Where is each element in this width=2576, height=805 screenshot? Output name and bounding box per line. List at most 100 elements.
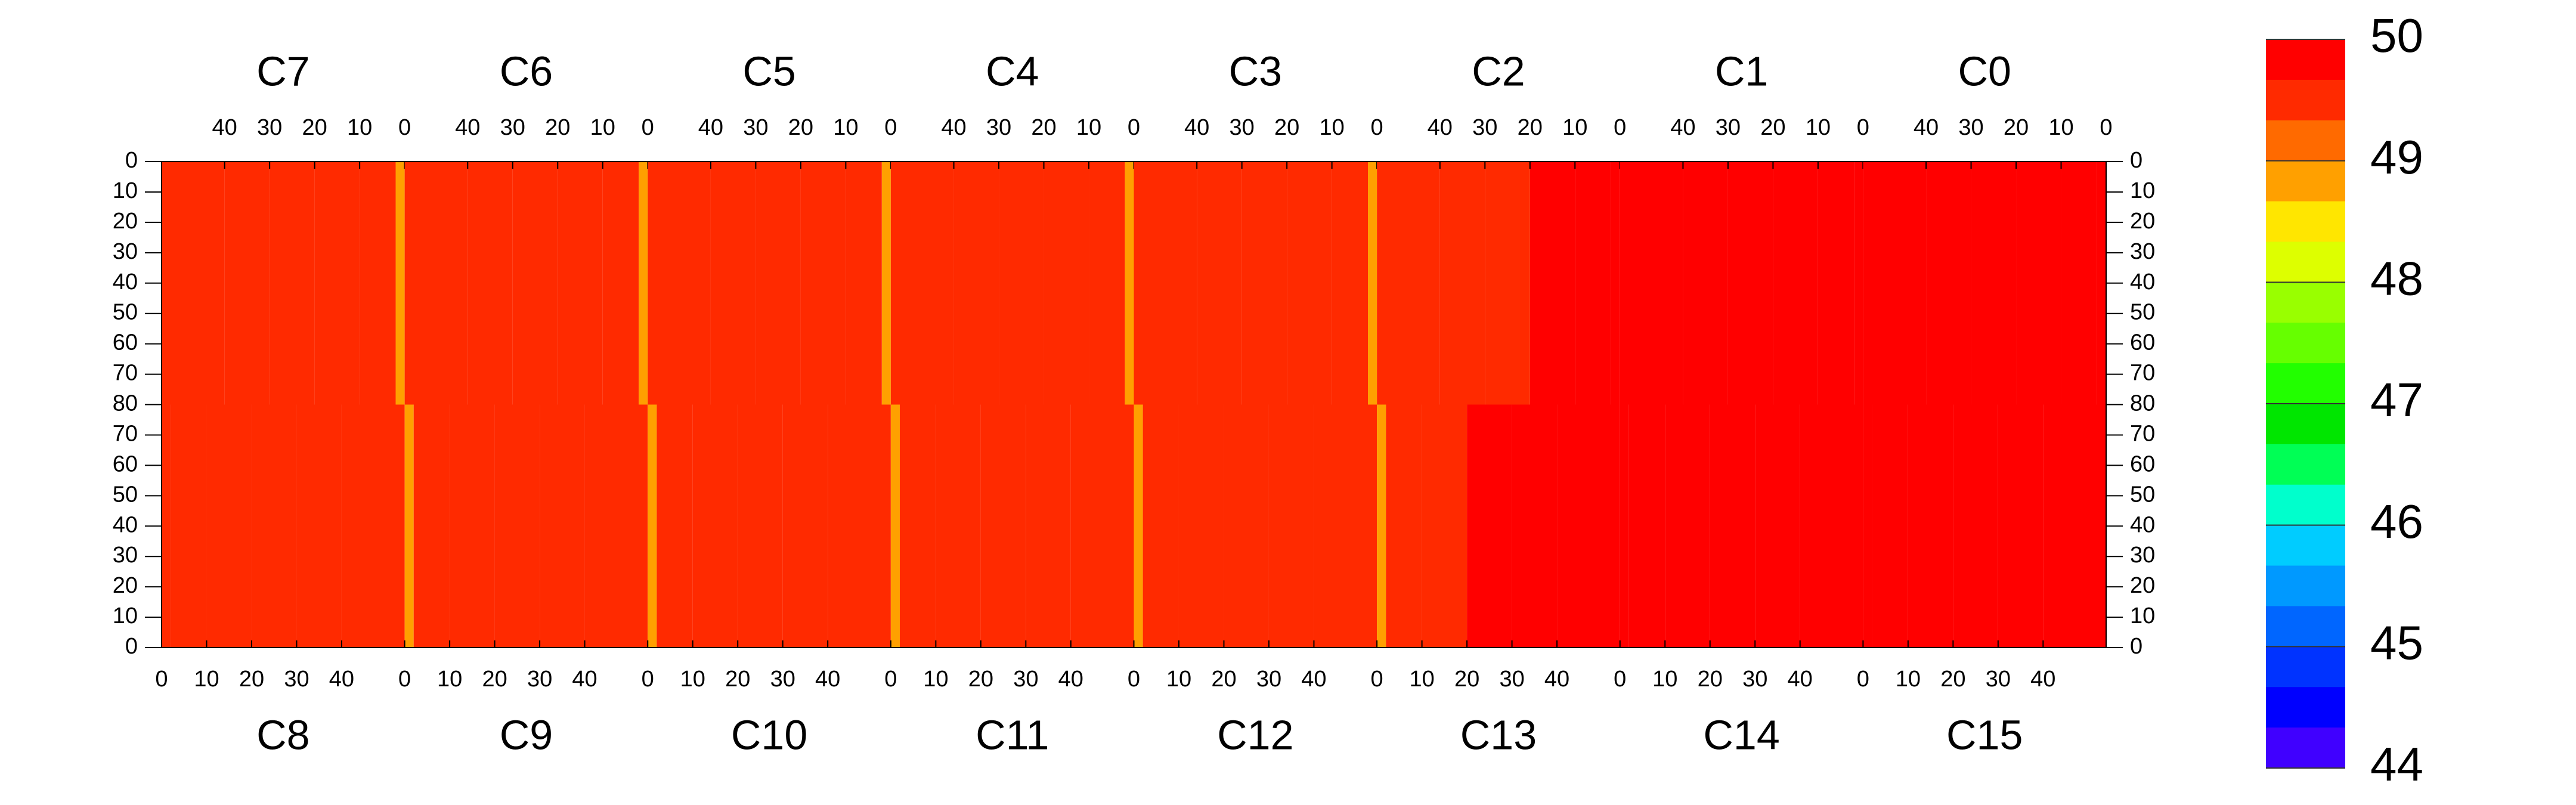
x-tick-label: 10 [437, 667, 462, 692]
x-tick-label: 10 [1896, 667, 1921, 692]
y-tick-label: 60 [113, 330, 138, 355]
heatmap-cell [1863, 162, 1927, 405]
heatmap-cell [1908, 404, 1953, 648]
chip-label: C14 [1703, 711, 1779, 758]
y-tick-label: 40 [113, 270, 138, 295]
y-tick-label: 50 [2130, 300, 2155, 325]
x-tick-label: 10 [833, 115, 858, 140]
x-tick-label: 40 [2030, 667, 2055, 692]
y-tick-label: 0 [125, 148, 138, 173]
x-tick-label: 30 [1986, 667, 2011, 692]
heatmap-cell [1439, 162, 1485, 405]
heatmap-cell [1611, 162, 1620, 405]
heatmap-cell [1026, 404, 1071, 648]
y-tick-label: 60 [113, 451, 138, 476]
chip-label: C15 [1946, 711, 2023, 758]
heatmap-cell [846, 162, 882, 405]
y-tick-label: 0 [125, 634, 138, 659]
chip-label: C6 [500, 48, 553, 94]
heatmap-cell [1620, 404, 1629, 648]
heatmap-cell [756, 162, 801, 405]
x-tick-label: 10 [1319, 115, 1344, 140]
heatmap-cell [404, 162, 468, 405]
x-tick-label: 40 [455, 115, 480, 140]
x-tick-label: 20 [1760, 115, 1785, 140]
heatmap-cell [1628, 404, 1665, 648]
heatmap-cell [899, 404, 936, 648]
y-tick-label: 60 [2130, 451, 2155, 476]
heatmap-cell [296, 404, 342, 648]
chip-label: C4 [986, 48, 1039, 94]
heatmap-cell [1971, 162, 2017, 405]
heatmap-cell [1557, 404, 1620, 648]
heatmap-cell [1773, 162, 1818, 405]
x-tick-label: 40 [1301, 667, 1326, 692]
chip-label: C13 [1460, 711, 1537, 758]
chip-label: C1 [1715, 48, 1768, 94]
x-tick-label: 30 [770, 667, 795, 692]
y-tick-label: 50 [2130, 482, 2155, 507]
heatmap-cell [782, 404, 828, 648]
heatmap-cell [270, 162, 315, 405]
heatmap-cell [890, 162, 954, 405]
y-tick-label: 30 [113, 239, 138, 264]
heatmap-cell [1224, 404, 1269, 648]
heatmap-cell [404, 404, 414, 648]
heatmap-cell [2097, 162, 2106, 405]
chip-label: C0 [1958, 48, 2011, 94]
chip-label: C10 [731, 711, 807, 758]
y-tick-label: 0 [2130, 634, 2142, 659]
y-tick-label: 40 [113, 512, 138, 537]
heatmap-cell [2016, 162, 2061, 405]
y-tick-label: 20 [2130, 573, 2155, 598]
colorbar-tick-label: 44 [2370, 738, 2423, 791]
heatmap-cell [360, 162, 396, 405]
heatmap-cell [1512, 404, 1558, 648]
x-tick-label: 30 [1716, 115, 1741, 140]
heatmap-cell [206, 404, 252, 648]
colorbar-band [2266, 242, 2345, 283]
x-tick-label: 10 [1652, 667, 1677, 692]
heatmap-cell [450, 404, 495, 648]
heatmap-cell [710, 162, 756, 405]
colorbar-band [2266, 120, 2345, 162]
y-tick-label: 30 [2130, 543, 2155, 568]
x-tick-label: 40 [698, 115, 723, 140]
x-tick-label: 20 [239, 667, 264, 692]
heatmap-cell [1377, 404, 1386, 648]
x-tick-label: 10 [194, 667, 219, 692]
chip-label: C5 [742, 48, 795, 94]
y-tick-label: 30 [113, 543, 138, 568]
x-tick-label: 20 [1698, 667, 1723, 692]
x-tick-label: 10 [2048, 115, 2073, 140]
heatmap-cell [953, 162, 999, 405]
y-tick-label: 50 [113, 482, 138, 507]
colorbar-band [2266, 646, 2345, 688]
x-tick-label: 40 [572, 667, 597, 692]
heatmap-cell [738, 404, 783, 648]
heatmap-cell [828, 404, 891, 648]
heatmap-cell [1287, 162, 1332, 405]
heatmap-cell [1089, 162, 1125, 405]
x-tick-label: 0 [1128, 667, 1140, 692]
x-tick-label: 30 [1742, 667, 1767, 692]
x-tick-label: 10 [1076, 115, 1101, 140]
colorbar-tick-label: 47 [2370, 373, 2423, 426]
y-tick-label: 40 [2130, 270, 2155, 295]
x-tick-label: 0 [398, 115, 411, 140]
heatmap-cell [1485, 162, 1530, 405]
heatmap-cell [2043, 404, 2106, 648]
x-tick-label: 0 [155, 667, 168, 692]
heatmap-cell [1070, 404, 1134, 648]
x-tick-label: 0 [1614, 115, 1626, 140]
colorbar-band [2266, 484, 2345, 526]
x-tick-label: 20 [725, 667, 750, 692]
heatmap-cell [341, 404, 405, 648]
x-tick-label: 0 [1128, 115, 1140, 140]
colorbar-band [2266, 79, 2345, 121]
heatmap-cell [1143, 404, 1179, 648]
colorbar-tick-label: 50 [2370, 9, 2423, 62]
x-tick-label: 40 [329, 667, 354, 692]
heatmap-cell [1800, 404, 1863, 648]
